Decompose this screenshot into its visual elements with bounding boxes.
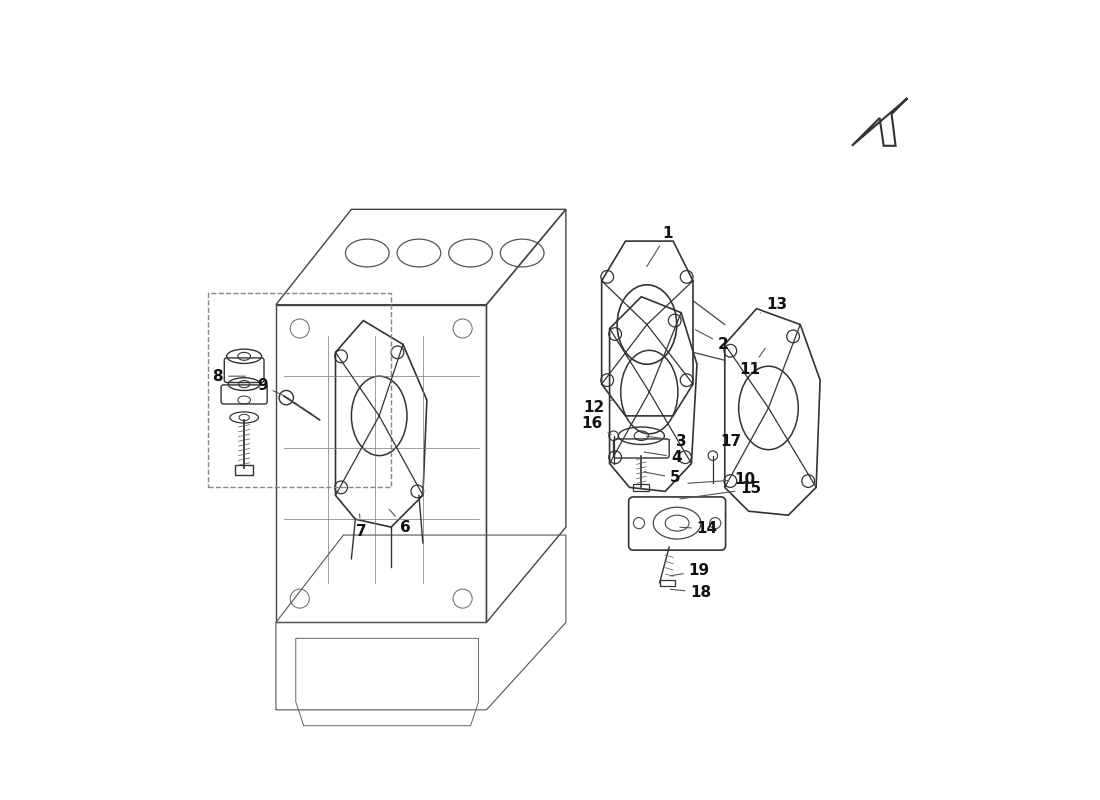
Text: 15: 15	[680, 482, 761, 499]
Text: 18: 18	[670, 585, 712, 600]
Text: 4: 4	[645, 450, 682, 465]
Text: 11: 11	[739, 348, 766, 378]
Text: 7: 7	[355, 514, 366, 538]
Text: 16: 16	[582, 416, 612, 434]
Text: 6: 6	[389, 510, 410, 534]
Text: 3: 3	[647, 434, 686, 449]
Text: 12: 12	[583, 400, 612, 415]
Text: 19: 19	[670, 563, 710, 578]
Text: 9: 9	[257, 378, 284, 396]
Text: 8: 8	[212, 369, 245, 384]
Text: 2: 2	[695, 330, 728, 352]
Text: 13: 13	[760, 297, 786, 313]
Text: 17: 17	[715, 434, 741, 453]
Text: 14: 14	[680, 522, 718, 536]
Text: 5: 5	[645, 470, 681, 486]
Text: 10: 10	[688, 472, 756, 487]
Text: 1: 1	[647, 226, 673, 266]
